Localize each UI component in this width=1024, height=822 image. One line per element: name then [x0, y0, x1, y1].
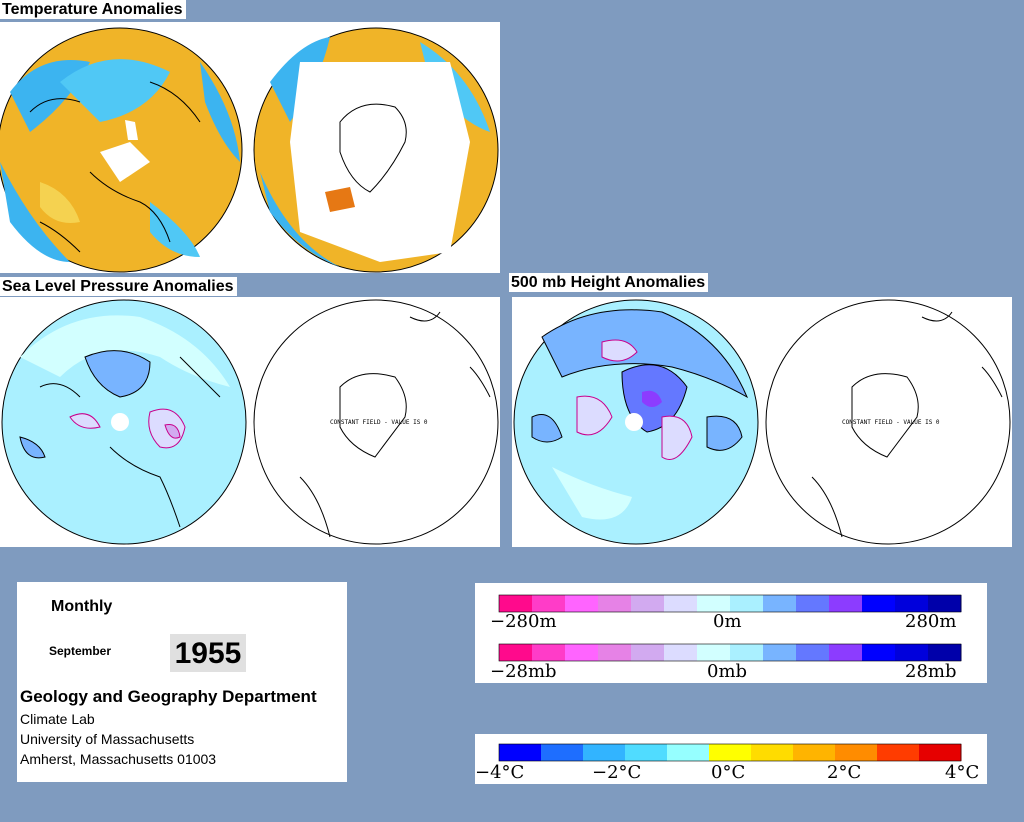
temperature-scale-swatch	[499, 744, 542, 761]
pressure-scale-swatch	[796, 644, 830, 661]
department-label: Geology and Geography Department	[20, 687, 317, 706]
temperature-anomalies-title: Temperature Anomalies	[0, 0, 186, 19]
slp-constant-field-note: CONSTANT FIELD - VALUE IS 0	[330, 419, 428, 426]
height-scale-swatch	[565, 595, 599, 612]
temperature-scale-swatch	[583, 744, 626, 761]
slp-nh-globe	[1, 299, 247, 545]
temperature-color-bar	[498, 743, 962, 762]
temp-tick-zero: 0°C	[711, 762, 745, 783]
anomaly-color-scale: −280m 0m 280m −28mb 0mb 28mb	[475, 583, 987, 683]
year-label: 1955	[170, 634, 246, 672]
temp-tick-pos2: 2°C	[827, 762, 861, 783]
temperature-scale-swatch	[877, 744, 920, 761]
temperature-map-panel	[0, 22, 500, 273]
height-scale-swatch	[532, 595, 566, 612]
height-scale-swatch	[763, 595, 797, 612]
address-label: Amherst, Massachusetts 01003	[20, 751, 217, 767]
height-sh-globe: CONSTANT FIELD - VALUE IS 0	[765, 299, 1011, 545]
temp-tick-neg4: −4°C	[475, 762, 524, 783]
temperature-color-scale: −4°C −2°C 0°C 2°C 4°C	[475, 734, 987, 784]
height-scale-zero: 0m	[713, 611, 742, 632]
pressure-scale-min: −28mb	[490, 661, 557, 682]
temperature-scale-outline	[498, 743, 962, 762]
height-scale-swatch	[664, 595, 698, 612]
pressure-scale-swatch	[664, 644, 698, 661]
pressure-scale-swatch	[532, 644, 566, 661]
pressure-scale-outline	[498, 643, 962, 662]
temperature-scale-swatch	[793, 744, 836, 761]
height-scale-max: 280m	[905, 611, 956, 632]
height-map-panel: CONSTANT FIELD - VALUE IS 0	[512, 297, 1012, 547]
pressure-scale-swatch	[565, 644, 599, 661]
temperature-scale-swatch	[667, 744, 710, 761]
pressure-scale-max: 28mb	[905, 661, 957, 682]
height-scale-swatch	[928, 595, 962, 612]
university-label: University of Massachusetts	[20, 731, 195, 747]
temp-tick-pos4: 4°C	[945, 762, 979, 783]
height-scale-swatch	[631, 595, 665, 612]
height-scale-swatch	[829, 595, 863, 612]
lab-label: Climate Lab	[20, 711, 95, 727]
pressure-scale-swatch	[763, 644, 797, 661]
height-scale-swatch	[499, 595, 533, 612]
temperature-scale-swatch	[625, 744, 668, 761]
month-label: September	[49, 644, 112, 658]
height-scale-outline	[498, 594, 962, 613]
pressure-scale-swatch	[499, 644, 533, 661]
pressure-scale-swatch	[829, 644, 863, 661]
temperature-scale-swatch	[541, 744, 584, 761]
temp-tick-neg2: −2°C	[592, 762, 641, 783]
height-scale-min: −280m	[490, 611, 557, 632]
slp-map-panel: CONSTANT FIELD - VALUE IS 0	[0, 297, 500, 547]
pressure-scale-swatch	[862, 644, 896, 661]
height-constant-field-note: CONSTANT FIELD - VALUE IS 0	[842, 419, 940, 426]
pressure-scale-swatch	[730, 644, 764, 661]
height-scale-swatch	[796, 595, 830, 612]
height-scale-swatch	[598, 595, 632, 612]
height-scale-swatch	[862, 595, 896, 612]
period-label: Monthly	[51, 598, 113, 615]
height-scale-swatch	[730, 595, 764, 612]
pressure-scale-swatch	[895, 644, 929, 661]
pressure-scale-zero: 0mb	[707, 661, 747, 682]
temperature-scale-swatch	[919, 744, 962, 761]
temperature-sh-globe	[253, 27, 499, 273]
pressure-color-bar	[498, 643, 962, 662]
temperature-scale-swatch	[751, 744, 794, 761]
temperature-nh-globe	[0, 27, 243, 273]
temperature-scale-swatch	[835, 744, 878, 761]
height-scale-swatch	[895, 595, 929, 612]
pressure-scale-swatch	[598, 644, 632, 661]
pressure-scale-swatch	[697, 644, 731, 661]
slp-anomalies-title: Sea Level Pressure Anomalies	[0, 277, 237, 296]
pressure-scale-swatch	[928, 644, 962, 661]
height-anomalies-title: 500 mb Height Anomalies	[509, 273, 709, 292]
slp-sh-globe: CONSTANT FIELD - VALUE IS 0	[253, 299, 499, 545]
height-color-bar	[498, 594, 962, 613]
pressure-scale-swatch	[631, 644, 665, 661]
height-nh-globe	[513, 299, 759, 545]
height-scale-swatch	[697, 595, 731, 612]
info-box: Monthly September 1955 Geology and Geogr…	[17, 582, 347, 782]
temperature-scale-swatch	[709, 744, 752, 761]
